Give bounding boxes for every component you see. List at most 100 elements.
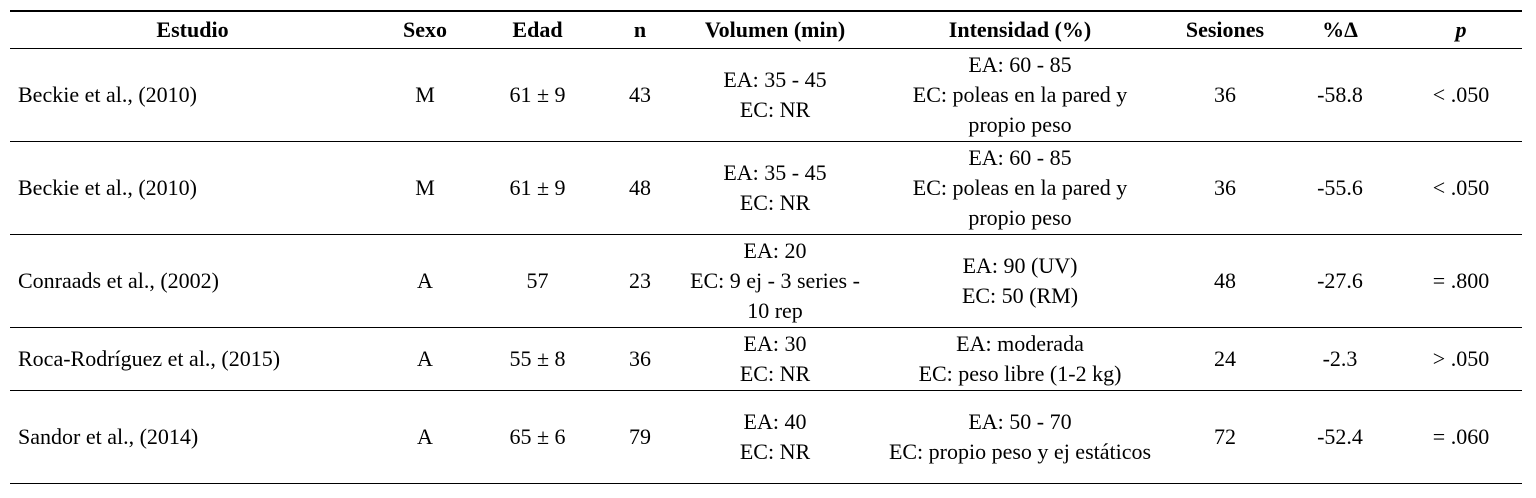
table-cell: 36	[1170, 141, 1280, 235]
table-cell: 55 ± 8	[475, 327, 600, 391]
table-cell: -55.6	[1280, 141, 1400, 235]
table-cell: Conraads et al., (2002)	[10, 234, 375, 328]
cell-line: 48	[1214, 268, 1236, 293]
table-cell: M	[375, 48, 475, 142]
table-cell: A	[375, 327, 475, 391]
cell-line: EC: poleas en la pared y propio peso	[912, 175, 1128, 230]
table-cell: 61 ± 9	[475, 48, 600, 142]
cell-line: 55 ± 8	[509, 346, 566, 371]
cell-line: 36	[1214, 82, 1236, 107]
table-cell: EA: 90 (UV) EC: 50 (RM)	[870, 234, 1170, 328]
cell-line: A	[417, 424, 433, 449]
column-header: Estudio	[10, 10, 375, 49]
table-cell: -27.6	[1280, 234, 1400, 328]
cell-line: EA: 50 - 70	[968, 409, 1072, 434]
cell-line: -2.3	[1322, 346, 1358, 371]
cell-line: > .050	[1432, 346, 1490, 371]
table-cell: 57	[475, 234, 600, 328]
cell-line: 65 ± 6	[509, 424, 566, 449]
column-header: p	[1400, 10, 1522, 49]
column-header: Sesiones	[1170, 10, 1280, 49]
table-cell: M	[375, 141, 475, 235]
table-cell: 36	[600, 327, 680, 391]
cell-line: 23	[629, 268, 651, 293]
table-cell: -2.3	[1280, 327, 1400, 391]
cell-line: EA: 60 - 85	[968, 145, 1072, 170]
cell-line: -58.8	[1317, 82, 1363, 107]
table-cell: EA: 60 - 85 EC: poleas en la pared y prop…	[870, 141, 1170, 235]
table-cell: 48	[600, 141, 680, 235]
table-cell: EA: 60 - 85 EC: poleas en la pared y prop…	[870, 48, 1170, 142]
table-cell: 65 ± 6	[475, 390, 600, 484]
table-cell: EA: 30 EC: NR	[680, 327, 870, 391]
table-cell: EA: 40 EC: NR	[680, 390, 870, 484]
cell-line: EC: poleas en la pared y propio peso	[912, 82, 1128, 137]
cell-line: EA: 90 (UV)	[962, 253, 1078, 278]
cell-line: A	[417, 268, 433, 293]
column-header: n	[600, 10, 680, 49]
cell-line: EA: 40	[743, 409, 807, 434]
table-cell: > .050	[1400, 327, 1522, 391]
table-cell: EA: 20 EC: 9 ej - 3 series - 10 rep	[680, 234, 870, 328]
table-cell: EA: moderada EC: peso libre (1-2 kg)	[870, 327, 1170, 391]
table-cell: 79	[600, 390, 680, 484]
cell-line: 61 ± 9	[509, 82, 566, 107]
cell-line: EA: moderada	[956, 331, 1084, 356]
table-cell: 36	[1170, 48, 1280, 142]
table-cell: Sandor et al., (2014)	[10, 390, 375, 484]
cell-line: M	[415, 82, 435, 107]
table-cell: Roca-Rodríguez et al., (2015)	[10, 327, 375, 391]
cell-line: EC: NR	[739, 190, 811, 215]
table-row: Beckie et al., (2010) M 61 ± 9 48 EA: 35 - 4…	[10, 141, 1522, 235]
table-cell: EA: 35 - 45 EC: NR	[680, 141, 870, 235]
cell-line: 36	[1214, 175, 1236, 200]
cell-line: EC: NR	[739, 97, 811, 122]
table-cell: 72	[1170, 390, 1280, 484]
table-cell: 43	[600, 48, 680, 142]
cell-line: EC: NR	[739, 361, 811, 386]
column-header: Volumen (min)	[680, 10, 870, 49]
table-row: Conraads et al., (2002) A 57 23 EA: 20 EC: 9 …	[10, 234, 1522, 328]
cell-line: Sandor et al., (2014)	[18, 424, 199, 449]
cell-line: EC: 50 (RM)	[961, 283, 1079, 308]
table-row: Sandor et al., (2014) A 65 ± 6 79 EA: 40 EC: …	[10, 390, 1522, 484]
cell-line: 43	[629, 82, 651, 107]
cell-line: Beckie et al., (2010)	[18, 175, 197, 200]
column-header: %Δ	[1280, 10, 1400, 49]
table-cell: 61 ± 9	[475, 141, 600, 235]
cell-line: EC: peso libre (1-2 kg)	[918, 361, 1122, 386]
cell-line: EA: 35 - 45	[723, 160, 827, 185]
cell-line: 57	[526, 268, 549, 293]
column-header: Edad	[475, 10, 600, 49]
table-cell: Beckie et al., (2010)	[10, 141, 375, 235]
table-row: Roca-Rodríguez et al., (2015) A 55 ± 8 36 EA…	[10, 327, 1522, 391]
table-row: Beckie et al., (2010) M 61 ± 9 43 EA: 35 - 4…	[10, 48, 1522, 142]
cell-line: 48	[629, 175, 651, 200]
table-body: Beckie et al., (2010) M 61 ± 9 43 EA: 35 - 4…	[10, 48, 1522, 484]
cell-line: 36	[629, 346, 651, 371]
table-cell: < .050	[1400, 48, 1522, 142]
table-cell: A	[375, 234, 475, 328]
cell-line: < .050	[1432, 82, 1490, 107]
header-row: Estudio Sexo Edad n Volumen (min) Intensidad …	[10, 10, 1522, 49]
table-cell: EA: 50 - 70 EC: propio peso y ej estático…	[870, 390, 1170, 484]
cell-line: A	[417, 346, 433, 371]
table-cell: Beckie et al., (2010)	[10, 48, 375, 142]
column-header: Intensidad (%)	[870, 10, 1170, 49]
cell-line: 24	[1214, 346, 1236, 371]
cell-line: Roca-Rodríguez et al., (2015)	[18, 346, 281, 371]
results-table: Estudio Sexo Edad n Volumen (min) Intensidad …	[10, 10, 1522, 484]
table-cell: A	[375, 390, 475, 484]
cell-line: 61 ± 9	[509, 175, 566, 200]
cell-line: EC: 9 ej - 3 series - 10 rep	[690, 268, 860, 323]
cell-line: < .050	[1432, 175, 1490, 200]
cell-line: 72	[1214, 424, 1236, 449]
cell-line: = .060	[1432, 424, 1490, 449]
table-cell: = .060	[1400, 390, 1522, 484]
column-header: Sexo	[375, 10, 475, 49]
cell-line: Conraads et al., (2002)	[18, 268, 219, 293]
table-header: Estudio Sexo Edad n Volumen (min) Intensidad …	[10, 10, 1522, 49]
cell-line: = .800	[1432, 268, 1490, 293]
cell-line: EC: propio peso y ej estáticos	[888, 439, 1152, 464]
